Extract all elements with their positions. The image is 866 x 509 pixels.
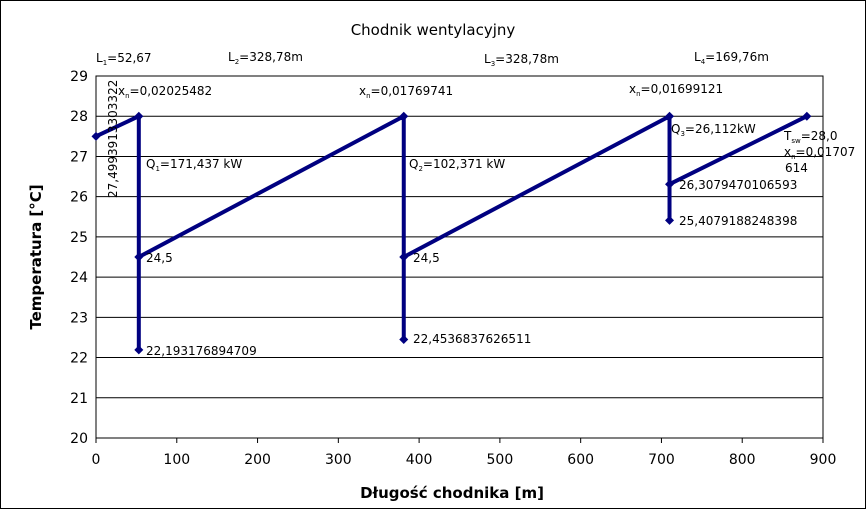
- data-point-marker: [665, 179, 675, 189]
- annotation-label: xn=0,01699121: [629, 82, 723, 98]
- data-point-marker: [134, 345, 144, 355]
- data-point-marker: [802, 111, 812, 121]
- y-tick-label: 28: [70, 109, 88, 125]
- data-point-marker: [665, 215, 675, 225]
- annotation-label: 22,193176894709: [146, 344, 257, 358]
- y-tick-label: 22: [70, 351, 88, 367]
- annotation-label: xn=0,02025482: [118, 84, 212, 100]
- series-group: [91, 111, 812, 355]
- annotation-label: L3=328,78m: [484, 52, 559, 68]
- annotation-label: Tsw=28,0: [783, 129, 838, 145]
- x-tick-label: 300: [325, 452, 352, 468]
- y-tick-label: 27: [70, 149, 88, 165]
- annotation-label: L2=328,78m: [228, 50, 303, 66]
- x-tick-label: 200: [244, 452, 271, 468]
- data-point-marker: [399, 334, 409, 344]
- y-axis-ticks: 20 21 22 23 24 25 26 27 28 29: [70, 69, 88, 447]
- data-point-marker: [399, 252, 409, 262]
- x-axis-title: Długość chodnika [m]: [360, 484, 544, 502]
- annotation-label: xn=0,01769741: [359, 84, 453, 100]
- annotations-group: L1=52,67 L2=328,78m L3=328,78m L4=169,76m xn…: [96, 50, 855, 358]
- y-tick-label: 20: [70, 431, 88, 447]
- data-point-marker: [399, 111, 409, 121]
- annotation-label: 26,3079470106593: [679, 178, 797, 192]
- x-tick-label: 600: [567, 452, 594, 468]
- annotation-label: Q1=171,437 kW: [146, 157, 242, 173]
- y-tick-label: 25: [70, 230, 88, 246]
- x-tick-label: 500: [487, 452, 514, 468]
- annotation-label: Q3=26,112kW: [671, 122, 756, 138]
- y-tick-label: 23: [70, 310, 88, 326]
- annotation-label: Q2=102,371 kW: [409, 157, 505, 173]
- x-tick-label: 900: [810, 452, 837, 468]
- data-point-marker: [91, 131, 101, 141]
- annotation-label: 24,5: [146, 251, 173, 265]
- annotation-label: xn=0,01707: [784, 145, 855, 161]
- annotation-label: 22,4536837626511: [413, 332, 531, 346]
- x-tick-label: 0: [92, 452, 101, 468]
- data-point-marker: [665, 111, 675, 121]
- chart-title: Chodnik wentylacyjny: [351, 21, 516, 39]
- data-point-marker: [134, 252, 144, 262]
- annotation-vertical-value: 27,4993913303322: [106, 80, 120, 198]
- y-tick-label: 26: [70, 190, 88, 206]
- y-axis-title: Temperatura [°C]: [27, 184, 45, 329]
- y-tick-label: 21: [70, 391, 88, 407]
- data-point-marker: [134, 111, 144, 121]
- annotation-label: L4=169,76m: [694, 50, 769, 66]
- annotation-label: 614: [785, 161, 808, 175]
- y-tick-label: 29: [70, 69, 88, 85]
- x-tick-label: 700: [648, 452, 675, 468]
- series-line: [95, 114, 808, 352]
- annotation-label: L1=52,67: [96, 51, 152, 67]
- annotation-label: 24,5: [413, 251, 440, 265]
- y-tick-label: 24: [70, 270, 88, 286]
- x-tick-label: 100: [163, 452, 190, 468]
- x-axis-ticks: 0 100 200 300 400 500 600 700 800 900: [92, 438, 837, 468]
- plot-area: [95, 75, 824, 439]
- annotation-label: 25,4079188248398: [679, 214, 797, 228]
- x-tick-label: 800: [729, 452, 756, 468]
- x-tick-label: 400: [406, 452, 433, 468]
